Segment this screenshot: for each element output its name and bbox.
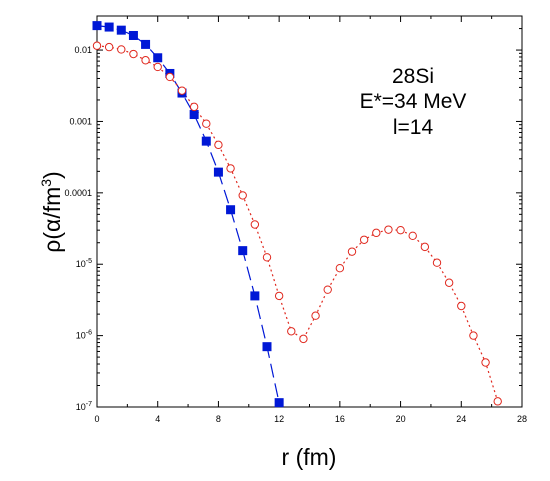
series-2-point: [347, 247, 357, 256]
series-2-point: [226, 164, 235, 173]
series-2-point: [274, 291, 284, 301]
series-2-point: [250, 220, 260, 229]
series-2-point: [141, 56, 150, 65]
x-axis-title: r (fm): [282, 444, 337, 470]
tick-layer: 0 4 8 12 16 20 24 28 0.01 0.001 0.0001 10-5 10-6 10-7: [64, 16, 527, 424]
series-1-point: [213, 167, 223, 177]
x-tick-label: 16: [335, 414, 345, 424]
series-1-point: [153, 53, 163, 63]
series-2-point: [153, 62, 162, 72]
series-2-point: [214, 140, 223, 150]
x-tick-label: 0: [94, 414, 99, 424]
series-2-point: [493, 397, 502, 406]
series-2-point: [323, 285, 332, 294]
series-2-point: [408, 231, 417, 241]
series-2-point: [384, 225, 393, 234]
series-2-point: [469, 331, 478, 340]
y-tick-label: 0.0001: [64, 188, 92, 198]
series-2-point: [335, 263, 345, 273]
x-tick-label: 12: [274, 414, 284, 424]
series-2-point: [129, 49, 138, 59]
plot-frame: [96, 15, 523, 408]
series-1-point: [250, 291, 260, 301]
series-2-point: [177, 86, 187, 95]
annotation-nucleus: 28Si: [392, 65, 434, 88]
series-2-point: [287, 327, 296, 336]
marker-layer: [92, 21, 502, 408]
series-2-point: [432, 258, 442, 267]
series-2-point: [238, 191, 247, 200]
series-2-point: [457, 301, 466, 311]
y-tick-label: 0.01: [74, 45, 92, 55]
y-tick-label: 10-7: [76, 401, 92, 412]
series-2-point: [396, 225, 405, 235]
series-2-point: [165, 72, 175, 82]
series-2-point: [299, 334, 308, 344]
x-tick-label: 28: [517, 414, 527, 424]
series-2-point: [92, 41, 102, 50]
series-2-point: [372, 228, 381, 238]
annotation-spin: l=14: [393, 116, 434, 139]
x-tick-label: 8: [216, 414, 221, 424]
annotation-energy: E*=34 MeV: [360, 90, 467, 113]
series-1-point: [128, 30, 138, 40]
series-2-point: [444, 278, 454, 287]
series-1-point: [116, 25, 126, 35]
series-2-point: [420, 242, 430, 252]
series-1-point: [262, 342, 272, 352]
y-tick-label: 10-5: [76, 258, 92, 269]
series-2-point: [104, 42, 114, 52]
series-1-point: [92, 21, 102, 31]
series-1-point: [238, 246, 248, 256]
y-axis-title: ρ(α/fm3): [38, 171, 65, 252]
series-1-curve: [96, 25, 280, 403]
series-2-point: [481, 358, 490, 367]
x-tick-label: 4: [155, 414, 160, 424]
y-tick-label: 0.001: [69, 116, 92, 126]
curve-layer: [96, 25, 499, 403]
series-2-point: [359, 235, 369, 244]
series-2-point: [311, 311, 320, 320]
series-1-point: [141, 39, 151, 49]
series-1-point: [226, 205, 236, 215]
x-tick-label: 20: [396, 414, 406, 424]
series-1-point: [201, 136, 211, 146]
series-2-point: [202, 119, 211, 128]
series-1-point: [104, 22, 114, 32]
y-tick-label: 10-6: [76, 330, 92, 341]
series-2-point: [117, 45, 126, 54]
series-2-point: [189, 102, 199, 112]
series-2-point: [262, 253, 272, 262]
series-1-point: [189, 110, 199, 120]
x-tick-label: 24: [456, 414, 466, 424]
annotation-layer: 28Si E*=34 MeV l=14: [360, 65, 467, 139]
series-1-point: [274, 398, 284, 408]
